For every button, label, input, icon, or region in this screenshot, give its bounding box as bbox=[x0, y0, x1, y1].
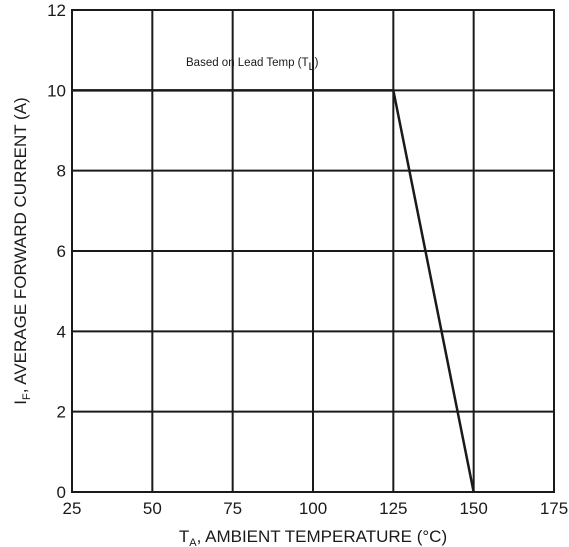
x-axis-label: TA, AMBIENT TEMPERATURE (°C) bbox=[179, 527, 447, 547]
grid-lines bbox=[71, 9, 555, 493]
x-tick-labels: 25 50 75 100 125 150 175 bbox=[63, 499, 569, 518]
y-tick-label: 6 bbox=[57, 242, 66, 261]
y-tick-label: 12 bbox=[47, 1, 66, 20]
y-tick-label: 0 bbox=[57, 483, 66, 502]
y-tick-labels: 0 2 4 6 8 10 12 bbox=[47, 1, 66, 502]
y-tick-label: 8 bbox=[57, 162, 66, 181]
y-axis-label: IF, AVERAGE FORWARD CURRENT (A) bbox=[11, 97, 33, 404]
x-tick-label: 50 bbox=[143, 499, 162, 518]
x-tick-label: 100 bbox=[299, 499, 327, 518]
series-group bbox=[71, 89, 475, 493]
x-tick-label: 25 bbox=[63, 499, 82, 518]
x-tick-label: 175 bbox=[540, 499, 568, 518]
y-tick-label: 2 bbox=[57, 403, 66, 422]
x-tick-label: 125 bbox=[379, 499, 407, 518]
y-tick-label: 4 bbox=[57, 322, 66, 341]
series-line bbox=[72, 89, 475, 493]
plot-frame bbox=[71, 9, 555, 493]
x-tick-label: 75 bbox=[223, 499, 242, 518]
x-tick-label: 150 bbox=[459, 499, 487, 518]
y-tick-label: 10 bbox=[47, 81, 66, 100]
annotation: Based on Lead Temp (TL) bbox=[186, 57, 319, 73]
